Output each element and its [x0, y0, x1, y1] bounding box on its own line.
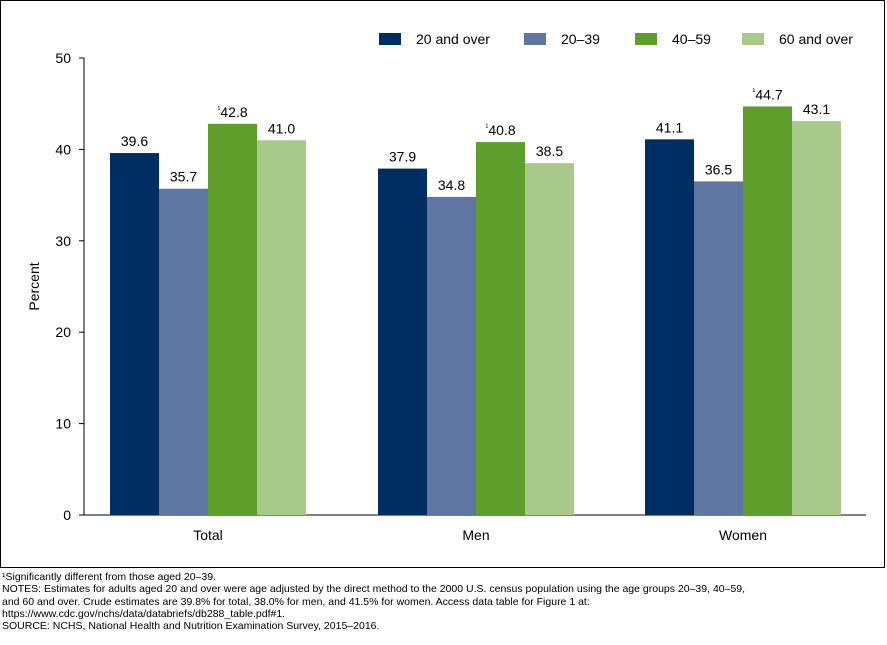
bar [645, 139, 694, 515]
data-label: ¹42.8 [217, 104, 247, 120]
source-note: SOURCE: NCHS, National Health and Nutrit… [2, 620, 380, 633]
y-tick-label: 20 [55, 324, 71, 340]
bar [694, 181, 743, 515]
legend-swatch [635, 33, 657, 45]
y-axis-label: Percent [26, 262, 42, 310]
y-tick-label: 10 [55, 416, 71, 432]
data-label: 39.6 [121, 133, 148, 149]
y-tick-label: 0 [63, 507, 71, 523]
bar [257, 140, 306, 515]
data-label: 37.9 [389, 149, 416, 165]
bar [743, 106, 792, 515]
data-label: 41.0 [268, 120, 295, 136]
y-tick-label: 30 [55, 233, 71, 249]
legend-swatch [379, 33, 401, 45]
legend-label: 60 and over [779, 31, 853, 47]
data-label: 35.7 [170, 169, 197, 185]
x-category-label: Total [193, 527, 223, 543]
bar [427, 196, 476, 516]
legend-swatch [742, 33, 764, 45]
data-label: 36.5 [705, 161, 732, 177]
notes-line-2: and 60 and over. Crude estimates are 39.… [2, 595, 590, 608]
notes-line-1: NOTES: Estimates for adults aged 20 and … [2, 583, 746, 596]
legend-label: 20 and over [416, 31, 490, 47]
bar [525, 163, 574, 516]
data-label: ¹44.7 [752, 86, 782, 102]
bar [476, 142, 525, 515]
y-tick-label: 50 [55, 50, 71, 66]
chart-notes: ¹Significantly different from those aged… [2, 571, 884, 632]
bar [159, 188, 208, 515]
x-category-label: Men [462, 527, 489, 543]
bar [110, 153, 159, 515]
notes-line-3: https://www.cdc.gov/nchs/data/databriefs… [2, 607, 286, 620]
data-label: 34.8 [438, 177, 465, 193]
y-tick-label: 40 [55, 141, 71, 157]
legend-label: 20–39 [561, 31, 600, 47]
bar [208, 123, 257, 516]
data-label: 38.5 [536, 143, 563, 159]
chart-frame: 0 10 20 30 40 50 Percent 39.6 35.7 ¹42.8 41.0 Total… [0, 0, 885, 568]
bar-chart: 0 10 20 30 40 50 Percent 39.6 35.7 ¹42.8 41.0 Total… [26, 31, 866, 543]
bar [378, 168, 427, 515]
x-category-label: Women [719, 527, 767, 543]
bar [792, 121, 841, 515]
data-label: 41.1 [656, 119, 683, 135]
footnote: ¹Significantly different from those aged… [2, 571, 217, 583]
legend-label: 40–59 [672, 31, 711, 47]
data-label: 43.1 [803, 101, 830, 117]
legend-swatch [524, 33, 546, 45]
data-label: ¹40.8 [485, 122, 515, 138]
